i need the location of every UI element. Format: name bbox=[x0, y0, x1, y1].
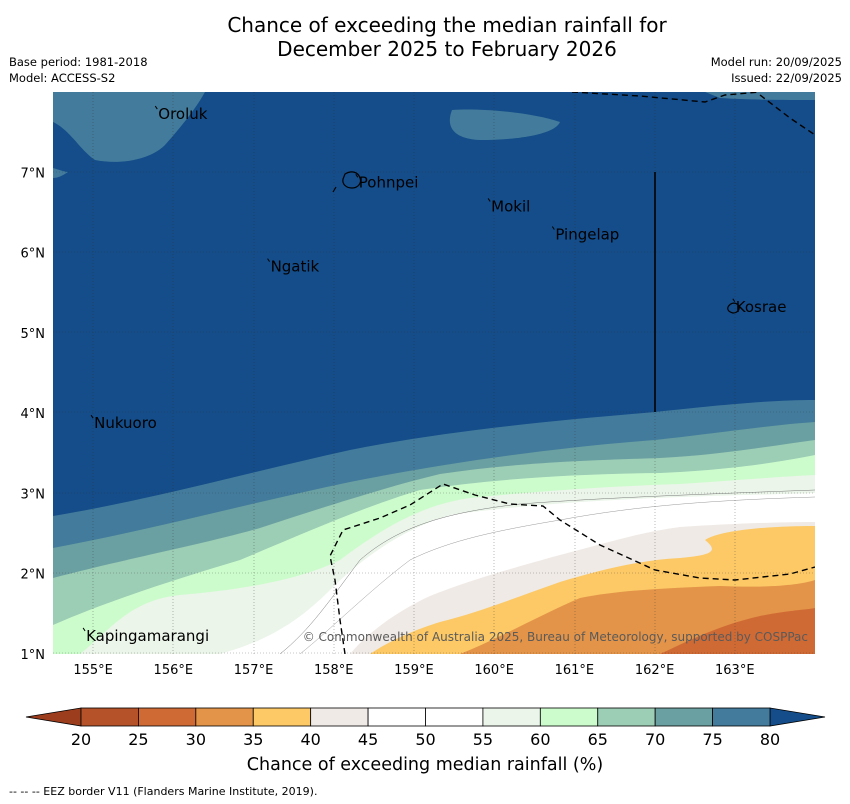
place-label-nukuoro: Nukuoro bbox=[94, 414, 157, 432]
lat-tick-label: 2°N bbox=[21, 568, 46, 583]
chart-title: Chance of exceeding the median rainfall … bbox=[0, 13, 850, 61]
lat-tick-label: 4°N bbox=[21, 407, 46, 422]
colorbar-tick-label: 25 bbox=[128, 730, 148, 749]
colorbar-segment bbox=[310, 707, 369, 727]
lon-tick-label: 155°E bbox=[73, 663, 113, 678]
colorbar-tick-label: 65 bbox=[588, 730, 608, 749]
forecast-probability-field bbox=[53, 92, 815, 654]
lat-tick-label: 6°N bbox=[21, 247, 46, 262]
latitude-tick-labels: 1°N 2°N 3°N 4°N 5°N 6°N 7°N bbox=[21, 166, 46, 663]
contour-line bbox=[299, 496, 815, 654]
place-label-mokil: Mokil bbox=[491, 197, 530, 215]
colorbar-tick-label: 45 bbox=[358, 730, 378, 749]
model-name: Model: ACCESS-S2 bbox=[9, 71, 116, 85]
place-label-kapingamarangi: Kapingamarangi bbox=[86, 627, 209, 645]
place-marker bbox=[487, 198, 491, 202]
place-labels: Oroluk Pohnpei Mokil Pingelap Ngatik Kosrae Nu… bbox=[82, 105, 787, 645]
place-label-kosrae: Kosrae bbox=[736, 298, 787, 316]
colorbar-label: Chance of exceeding median rainfall (%) bbox=[246, 755, 604, 775]
place-marker bbox=[154, 105, 158, 110]
colorbar-segment bbox=[425, 707, 484, 727]
colorbar-tick-label: 75 bbox=[702, 730, 722, 749]
colorbar-segment bbox=[712, 707, 771, 727]
zone-75-80-north-west bbox=[53, 92, 205, 162]
zone-75-80-north bbox=[449, 109, 560, 140]
lat-tick-label: 3°N bbox=[21, 487, 46, 502]
pohnpei-island-outline bbox=[342, 171, 362, 189]
place-marker bbox=[82, 627, 86, 632]
meta-left: Base period: 1981-2018 Model: ACCESS-S2 bbox=[9, 54, 148, 86]
title-line-1: Chance of exceeding the median rainfall … bbox=[227, 13, 667, 37]
colorbar-tick-label: 55 bbox=[473, 730, 493, 749]
lat-tick-label: 7°N bbox=[21, 166, 46, 181]
colorbar-tick-label: 70 bbox=[645, 730, 665, 749]
zone-25-30 bbox=[660, 608, 815, 654]
eez-footnote: -- -- -- EEZ border V11 (Flanders Marine… bbox=[9, 785, 318, 798]
place-marker bbox=[355, 174, 359, 178]
colorbar-segment bbox=[138, 707, 197, 727]
lon-tick-label: 161°E bbox=[555, 663, 595, 678]
lon-tick-label: 156°E bbox=[154, 663, 194, 678]
zone-75-80-west-edge bbox=[53, 168, 68, 178]
longitude-tick-labels: 155°E 156°E 157°E 158°E 159°E 160°E 161°E 162°E… bbox=[73, 663, 754, 678]
place-marker bbox=[267, 258, 270, 262]
eez-border bbox=[329, 92, 815, 654]
lon-tick-label: 159°E bbox=[394, 663, 434, 678]
colorbar-segment bbox=[482, 707, 541, 727]
colorbar-segment bbox=[654, 707, 713, 727]
colorbar-extend-low bbox=[25, 707, 82, 727]
place-label-ngatik: Ngatik bbox=[271, 258, 320, 276]
colorbar-segment bbox=[80, 707, 139, 727]
contour-line bbox=[279, 489, 815, 654]
copyright-notice: © Commonwealth of Australia 2025, Bureau… bbox=[303, 630, 808, 644]
base-period: Base period: 1981-2018 bbox=[9, 55, 148, 69]
lon-tick-label: 163°E bbox=[715, 663, 755, 678]
lon-tick-label: 162°E bbox=[635, 663, 675, 678]
colorbar-tick-label: 35 bbox=[243, 730, 263, 749]
colorbar-tick-label: 50 bbox=[415, 730, 435, 749]
place-label-pohnpei: Pohnpei bbox=[359, 173, 419, 191]
colorbar-segment bbox=[367, 707, 426, 727]
colorbar-tick-label: 20 bbox=[71, 730, 91, 749]
place-marker bbox=[90, 414, 94, 419]
colorbar-tick-label: 60 bbox=[530, 730, 550, 749]
place-label-oroluk: Oroluk bbox=[158, 105, 207, 123]
place-marker bbox=[551, 226, 555, 230]
model-run: Model run: 20/09/2025 bbox=[710, 55, 842, 69]
colorbar-tick-label: 40 bbox=[300, 730, 320, 749]
issued-date: Issued: 22/09/2025 bbox=[731, 71, 842, 85]
colorbar-segment bbox=[195, 707, 254, 727]
colorbar-tick-label: 80 bbox=[760, 730, 780, 749]
lat-tick-label: 1°N bbox=[21, 648, 46, 663]
place-marker bbox=[732, 298, 736, 303]
colorbar-segment bbox=[252, 707, 312, 727]
graticule bbox=[53, 92, 815, 654]
place-label-pingelap: Pingelap bbox=[555, 226, 619, 244]
lon-tick-label: 157°E bbox=[234, 663, 274, 678]
title-line-2: December 2025 to February 2026 bbox=[277, 37, 617, 61]
lon-tick-label: 160°E bbox=[474, 663, 514, 678]
colorbar-extend-high bbox=[769, 707, 826, 727]
pohnpei-reef-mark bbox=[332, 186, 337, 193]
lat-tick-label: 5°N bbox=[21, 327, 46, 342]
colorbar-segment bbox=[539, 707, 599, 727]
colorbar-tick-label: 30 bbox=[186, 730, 206, 749]
meta-right: Model run: 20/09/2025 Issued: 22/09/2025 bbox=[711, 54, 842, 86]
lon-tick-label: 158°E bbox=[314, 663, 354, 678]
kosrae-island-outline bbox=[727, 302, 740, 314]
colorbar: 20 25 30 35 40 45 50 55 60 65 70 75 80 bbox=[25, 707, 826, 749]
colorbar-segment bbox=[597, 707, 656, 727]
